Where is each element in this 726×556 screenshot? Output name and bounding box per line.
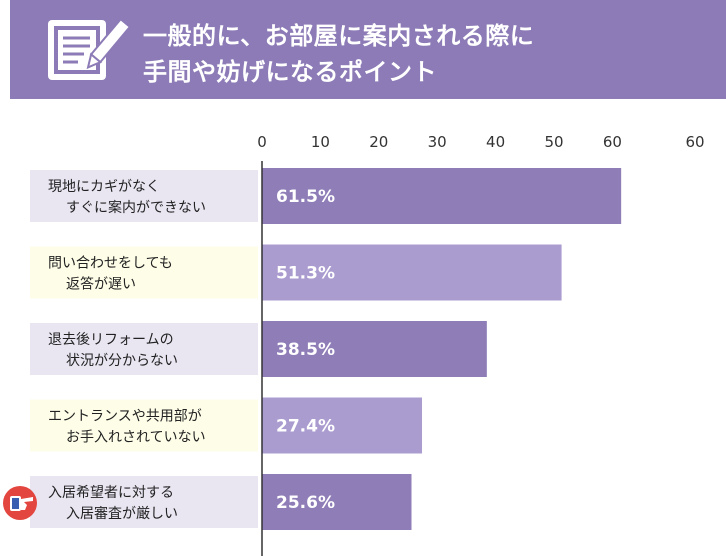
x-tick-label: 0 — [257, 133, 267, 151]
bar — [262, 321, 487, 377]
x-tick-label: 60 — [603, 133, 622, 151]
category-label-line-2: お手入れされていない — [66, 430, 206, 446]
pointing-hand-icon — [3, 486, 37, 520]
bar-value-label: 51.3% — [276, 264, 335, 284]
chart-title-line-1: 一般的に、お部屋に案内される際に — [143, 22, 535, 50]
x-tick-label: 10 — [311, 133, 330, 151]
chart-title-line-2: 手間や妨げになるポイント — [143, 58, 437, 86]
bar — [262, 244, 562, 301]
category-label-line-2: 状況が分からない — [66, 353, 178, 369]
x-tick-label: 60 — [685, 133, 704, 151]
category-label-line-2: すぐに案内ができない — [66, 199, 206, 216]
bar-value-label: 27.4% — [276, 417, 335, 437]
header-banner: 一般的に、お部屋に案内される際に 手間や妨げになるポイント — [10, 0, 726, 99]
category-label-line-2: 入居審査が厳しい — [66, 506, 178, 522]
x-tick-label: 40 — [486, 133, 505, 151]
x-tick-label: 30 — [428, 133, 447, 151]
bar — [262, 474, 412, 530]
category-label-line-1: 入居希望者に対する — [48, 485, 174, 501]
category-label-background — [30, 170, 258, 222]
category-label-background — [30, 476, 258, 528]
category-label-background — [30, 399, 258, 452]
category-label-line-1: 現地にカギがなく — [48, 179, 160, 195]
category-label-line-1: 退去後リフォームの — [48, 332, 174, 348]
bar-value-label: 25.6% — [276, 493, 335, 513]
x-tick-label: 20 — [369, 133, 388, 151]
category-label-line-2: 返答が遅い — [66, 276, 136, 293]
bar — [262, 397, 423, 454]
category-label-line-1: エントランスや共用部が — [48, 409, 202, 425]
bar-value-label: 38.5% — [276, 340, 335, 360]
bar — [262, 168, 622, 224]
category-label-background — [30, 246, 258, 299]
bar-value-label: 61.5% — [276, 187, 335, 207]
bar-chart: 0 10 20 30 40 50 60 60 61.5% 51.3% 38.5% 27.4% 25.6… — [3, 133, 705, 556]
category-label-background — [30, 323, 258, 375]
checklist-pencil-icon — [48, 17, 132, 80]
category-label-line-1: 問い合わせをしても — [48, 256, 173, 272]
x-tick-label: 50 — [544, 133, 563, 151]
